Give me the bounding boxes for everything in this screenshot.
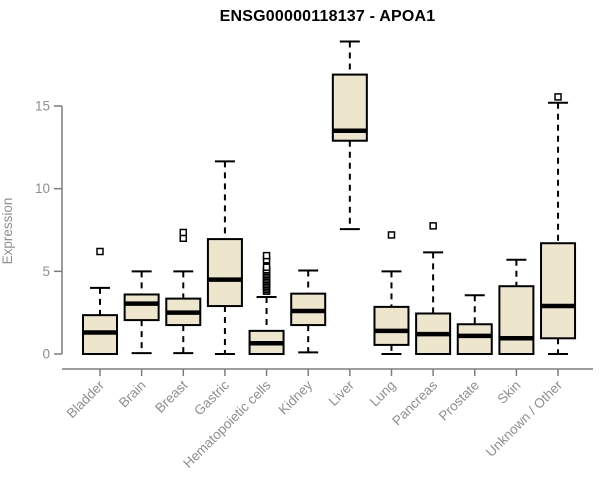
outlier-point	[262, 263, 271, 271]
y-tick-label: 10	[35, 181, 50, 196]
outlier-point	[179, 228, 188, 237]
x-category-label: Unknown / Other	[483, 377, 566, 460]
outlier-point	[387, 231, 396, 239]
boxplot-unknown-other	[540, 93, 577, 355]
x-category-label: Bladder	[64, 377, 108, 421]
boxplot-lung	[373, 231, 410, 355]
x-category-label: Kidney	[276, 377, 316, 417]
outlier-point	[554, 93, 562, 101]
x-category-label: Lung	[367, 378, 399, 410]
boxplot-kidney	[290, 269, 327, 354]
boxplot-gastric	[206, 160, 243, 355]
x-category-label: Breast	[152, 377, 190, 415]
boxplot-skin	[498, 258, 535, 355]
y-tick-label: 15	[35, 99, 50, 114]
outlier-point	[96, 247, 104, 256]
chart-title: ENSG00000118137 - APOA1	[219, 8, 436, 25]
iqr-box	[373, 305, 410, 346]
x-category-label: Liver	[326, 377, 358, 409]
x-category-label: Gastric	[191, 377, 232, 418]
iqr-box	[123, 293, 160, 322]
iqr-box	[456, 323, 493, 355]
boxplot-pancreas	[415, 222, 452, 355]
iqr-box	[498, 285, 535, 355]
y-tick-label: 0	[42, 347, 50, 362]
boxplot-hematopoietic-cells	[248, 251, 285, 355]
boxplot-bladder	[82, 247, 118, 356]
y-tick-label: 5	[42, 264, 50, 279]
iqr-box	[206, 238, 243, 308]
boxplot-breast	[165, 228, 202, 355]
x-category-label: Brain	[116, 378, 149, 411]
x-category-label: Pancreas	[389, 377, 440, 428]
boxplot-brain	[123, 270, 160, 355]
outlier-point	[429, 222, 437, 230]
iqr-box	[540, 242, 577, 340]
boxplot-prostate	[456, 294, 493, 355]
boxplot-liver	[331, 40, 368, 231]
x-category-label: Skin	[494, 378, 523, 407]
x-category-label: Prostate	[436, 378, 482, 424]
outlier-point	[262, 251, 271, 260]
